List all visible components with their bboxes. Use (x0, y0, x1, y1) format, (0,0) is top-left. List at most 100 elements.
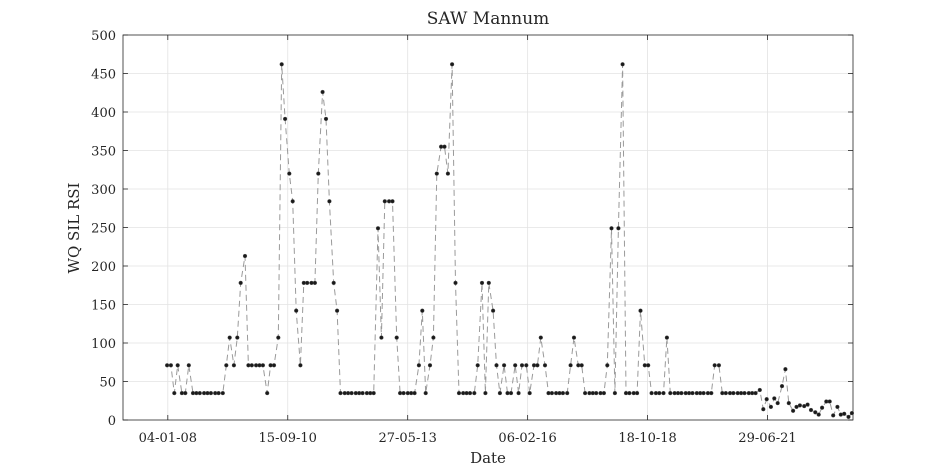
axis-ticks: 0 50 100 150 200 250 300 350 400 450 500 04-01-08 15… (91, 29, 853, 446)
data-point (835, 404, 840, 409)
data-point (831, 413, 836, 418)
data-point (412, 391, 417, 396)
data-point (505, 391, 510, 396)
data-point (338, 391, 343, 396)
y-tick-label: 150 (91, 299, 116, 314)
series-group (165, 62, 854, 419)
data-point (813, 410, 818, 415)
data-point (616, 226, 621, 231)
data-point (320, 89, 325, 95)
data-point (638, 308, 643, 313)
data-point (445, 171, 450, 176)
data-point (661, 391, 666, 396)
data-point (819, 405, 825, 410)
data-point (349, 391, 354, 396)
data-point (634, 391, 640, 396)
data-point (431, 335, 436, 340)
data-point (783, 367, 788, 372)
data-point (450, 62, 455, 67)
data-point (497, 391, 502, 396)
data-point (679, 391, 684, 396)
data-point (849, 411, 854, 416)
data-point (238, 280, 243, 285)
y-tick-label: 100 (91, 337, 116, 352)
data-point (331, 280, 336, 285)
data-point (664, 335, 669, 340)
data-point (434, 171, 439, 176)
x-tick-label: 15-09-10 (259, 431, 317, 446)
data-point (287, 171, 292, 176)
data-point (808, 407, 814, 413)
data-point (375, 226, 381, 231)
y-tick-label: 200 (91, 260, 116, 275)
data-point (527, 391, 532, 396)
data-point (475, 363, 480, 368)
data-point (165, 363, 170, 368)
data-point (235, 335, 240, 340)
data-point (323, 116, 329, 121)
data-point (442, 144, 447, 149)
data-point (779, 384, 785, 389)
data-point (605, 363, 610, 368)
data-point (701, 391, 706, 396)
data-point (846, 414, 851, 419)
data-point (742, 391, 747, 396)
data-point (775, 401, 780, 406)
data-point (197, 391, 202, 396)
data-point (802, 404, 807, 409)
x-tick-label: 06-02-16 (498, 431, 556, 446)
grid-lines (123, 35, 853, 420)
data-point (294, 308, 299, 313)
data-point (508, 391, 514, 396)
y-tick-label: 450 (91, 68, 116, 83)
data-point (720, 391, 725, 396)
data-point (565, 391, 570, 396)
data-point (346, 391, 351, 396)
x-tick-label: 04-01-08 (139, 431, 197, 446)
data-point (220, 391, 225, 396)
data-point (797, 403, 802, 408)
data-point (283, 116, 288, 121)
data-point (290, 199, 295, 204)
data-point (216, 391, 221, 396)
data-point (690, 391, 695, 396)
data-point (168, 363, 173, 368)
data-point (571, 335, 577, 340)
y-tick-label: 350 (91, 145, 116, 160)
data-point (568, 363, 573, 368)
data-point (535, 363, 540, 368)
data-point (467, 391, 473, 396)
data-point (494, 363, 499, 368)
y-tick-label: 0 (108, 414, 116, 429)
x-axis-label: Date (470, 449, 506, 467)
data-point (382, 199, 387, 204)
data-point (416, 363, 421, 368)
data-point (513, 363, 518, 368)
data-point (712, 363, 717, 368)
x-tick-label: 29-06-21 (738, 431, 796, 446)
data-point (483, 391, 488, 396)
data-point (542, 363, 548, 368)
data-point (560, 391, 565, 396)
data-point (723, 391, 728, 396)
data-point (805, 402, 810, 407)
data-point (379, 335, 384, 340)
y-tick-label: 300 (91, 183, 116, 198)
data-point (260, 363, 265, 368)
data-point (453, 280, 458, 285)
data-point (456, 391, 462, 396)
data-point (472, 391, 477, 396)
data-point (305, 280, 310, 285)
data-point (227, 335, 232, 340)
data-point (271, 363, 277, 368)
data-point (601, 391, 606, 396)
data-point (579, 363, 584, 368)
data-point (753, 391, 758, 396)
data-point (594, 391, 599, 396)
data-point (420, 308, 425, 313)
data-point (183, 391, 188, 396)
data-point (502, 363, 507, 368)
data-point (208, 391, 213, 396)
data-point (709, 391, 714, 396)
data-point (360, 391, 365, 396)
